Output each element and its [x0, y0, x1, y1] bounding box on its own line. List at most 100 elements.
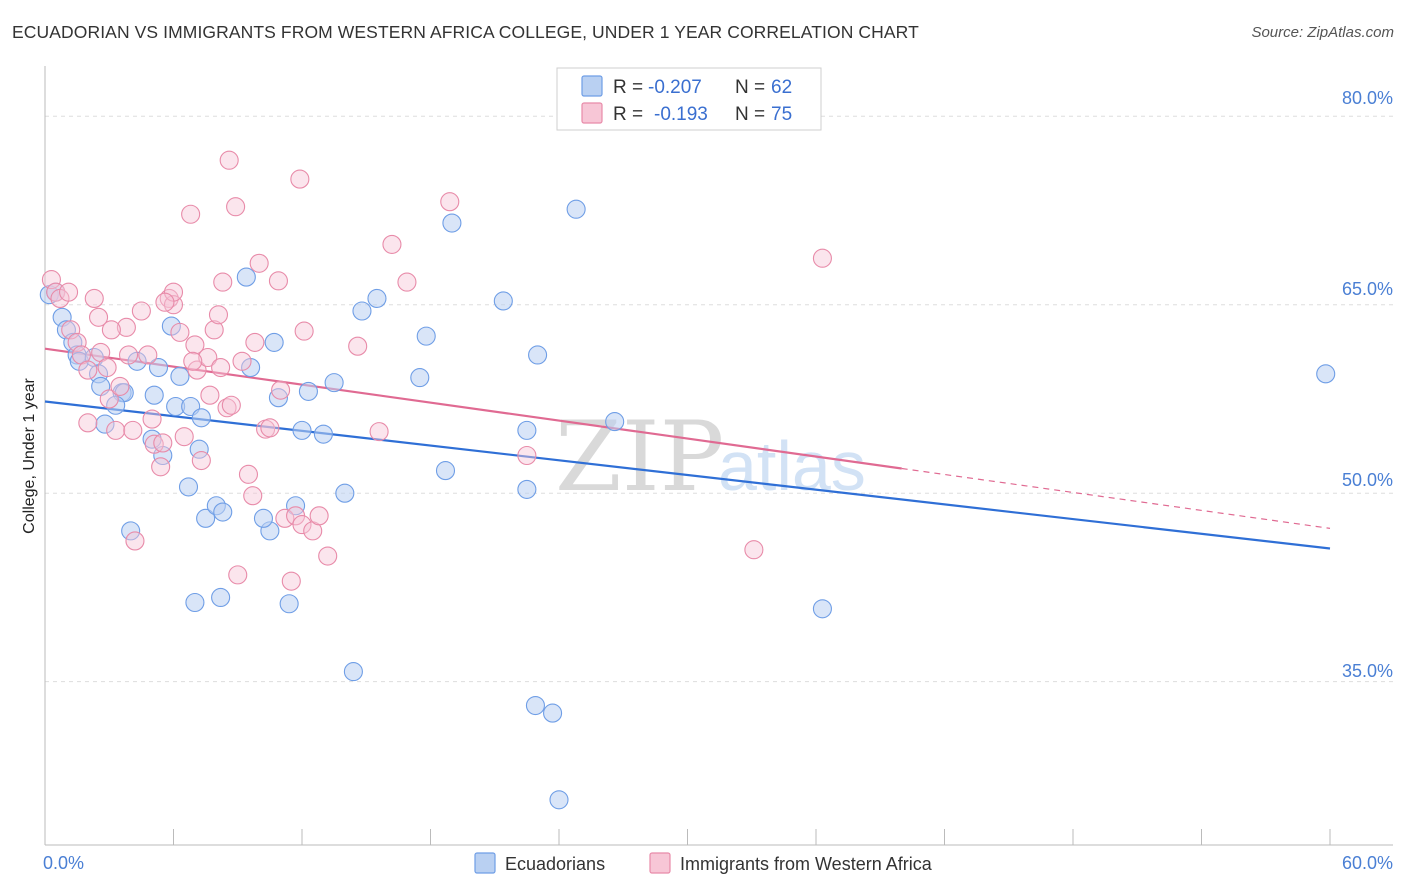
y-tick-label-65: 65.0%	[1342, 279, 1393, 299]
ecuadorian-point-28	[213, 502, 233, 522]
ecuadorian-point-59	[343, 662, 363, 682]
axes	[44, 66, 1393, 846]
western-africa-point-3	[61, 320, 81, 340]
western-africa-point-70	[155, 292, 175, 312]
western-africa-point-62	[744, 540, 764, 560]
western-africa-point-44	[249, 253, 269, 273]
western-africa-point-56	[348, 336, 368, 356]
western-africa-point-58	[382, 234, 402, 254]
western-africa-point-36	[211, 357, 231, 378]
western-africa-point-59	[397, 272, 417, 292]
ecuadorian-point-35	[286, 496, 306, 516]
western-africa-point-33	[200, 385, 220, 405]
ecuadorian-point-54	[566, 199, 586, 219]
western-africa-point-8	[88, 307, 109, 327]
ecuadorian-point-56	[185, 592, 205, 613]
legend-r-value-2: -0.193	[654, 104, 708, 125]
western-africa-point-22	[153, 433, 173, 453]
western-africa-point-18	[138, 345, 158, 365]
western-africa-point-17	[131, 301, 151, 321]
gridlines	[45, 115, 1393, 683]
western-africa-point-35	[208, 305, 229, 325]
ecuadorian-point-20	[170, 366, 190, 386]
ecuadorian-point-42	[367, 288, 387, 308]
western-africa-point-51	[290, 169, 310, 189]
western-africa-point-52	[292, 515, 312, 535]
western-africa-point-39	[219, 150, 239, 170]
western-africa-point-16	[123, 420, 143, 440]
western-africa-point-60	[440, 192, 460, 212]
western-africa-point-6	[78, 360, 98, 380]
western-africa-point-46	[260, 418, 280, 438]
ecuadorian-point-17	[148, 357, 169, 378]
western-africa-point-55	[318, 546, 338, 566]
western-africa-point-19	[142, 409, 162, 429]
western-africa-point-67	[101, 320, 121, 340]
ecuadorian-point-61	[1316, 364, 1336, 384]
ecuadorian-point-57	[211, 587, 231, 608]
series-legend-label-western-africa: Immigrants from Western Africa	[680, 854, 933, 874]
series-legend: Ecuadorians Immigrants from Western Afri…	[474, 852, 933, 874]
legend-swatch-ecuadorians	[581, 75, 603, 97]
ecuadorian-point-43	[410, 368, 430, 388]
legend-r-label-2: R =	[613, 104, 643, 125]
legend-r-value-1: -0.207	[648, 77, 702, 98]
western-africa-point-54	[309, 506, 329, 526]
ecuadorian-point-58	[279, 594, 299, 614]
western-africa-point-21	[151, 457, 171, 477]
ecuadorian-point-53	[549, 790, 569, 810]
western-africa-point-63	[812, 248, 832, 268]
ecuadorian-point-52	[543, 703, 563, 723]
chart-title: ECUADORIAN VS IMMIGRANTS FROM WESTERN AF…	[12, 22, 919, 42]
western-africa-point-57	[369, 422, 389, 442]
ecuadorian-point-32	[253, 508, 274, 528]
legend-n-value-2: 75	[771, 104, 792, 125]
western-africa-point-4	[67, 332, 87, 352]
western-africa-point-61	[517, 445, 537, 466]
series-legend-swatch-western-africa	[649, 852, 671, 874]
stats-legend: R = -0.207 N = 62 R = -0.193 N = 75	[556, 67, 822, 131]
y-tick-label-35: 35.0%	[1342, 661, 1393, 681]
ecuadorian-point-24	[191, 408, 211, 428]
western-africa-point-30	[187, 360, 207, 380]
ecuadorian-point-25	[178, 477, 199, 497]
x-tick-label-min: 0.0%	[43, 853, 84, 873]
ecuadorian-point-16	[144, 385, 164, 405]
ecuadorian-point-40	[335, 483, 355, 503]
western-africa-point-27	[174, 427, 194, 447]
ecuadorian-point-38	[313, 424, 333, 444]
ecuadorian-point-12	[95, 414, 115, 434]
western-africa-point-40	[226, 197, 246, 217]
ecuadorian-point-62	[121, 521, 141, 541]
western-africa-point-65	[125, 531, 145, 551]
ecuadorian-trend-line	[44, 400, 1331, 550]
ecuadorian-point-49	[517, 479, 537, 499]
legend-n-label-1: N =	[735, 77, 765, 98]
western-africa-point-7	[84, 288, 104, 308]
western-africa-point-25	[170, 322, 190, 342]
western-africa-point-28	[181, 204, 201, 224]
western-africa-point-12	[110, 376, 130, 396]
ecuadorian-point-29	[236, 267, 256, 287]
ecuadorian-point-46	[442, 213, 462, 233]
western-africa-point-64	[228, 565, 248, 585]
western-africa-point-14	[118, 345, 139, 365]
western-africa-point-66	[183, 351, 203, 371]
western-africa-point-68	[78, 413, 98, 433]
western-africa-point-29	[185, 335, 205, 355]
series-legend-label-ecuadorians: Ecuadorians	[505, 854, 605, 874]
ecuadorian-point-44	[416, 326, 436, 346]
western-africa-point-73	[221, 395, 241, 415]
western-africa-point-11	[99, 389, 119, 409]
legend-n-label-2: N =	[735, 104, 765, 125]
ecuadorian-point-60	[812, 599, 832, 619]
ecuadorian-point-39	[324, 373, 344, 393]
western-africa-point-74	[59, 282, 79, 302]
western-africa-point-41	[232, 351, 252, 371]
ecuadorian-point-50	[528, 345, 548, 365]
ecuadorian-point-34	[268, 388, 288, 408]
legend-n-value-1: 62	[771, 77, 792, 98]
ecuadorian-point-47	[493, 291, 513, 311]
western-africa-point-0	[41, 270, 61, 290]
